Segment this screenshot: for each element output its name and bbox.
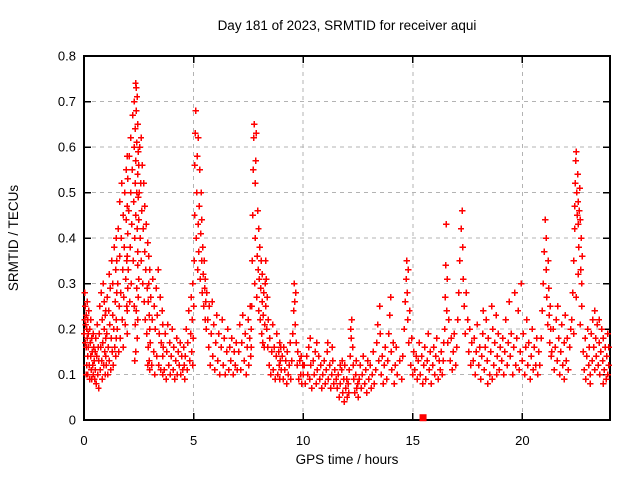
y-tick-label: 0.6 xyxy=(58,140,76,155)
y-tick-label: 0.8 xyxy=(58,49,76,64)
x-tick-label: 10 xyxy=(296,433,310,448)
y-tick-label: 0.1 xyxy=(58,367,76,382)
y-tick-label: 0.3 xyxy=(58,276,76,291)
x-tick-label: 5 xyxy=(190,433,197,448)
plot-border xyxy=(83,55,611,421)
y-tick-label: 0.7 xyxy=(58,94,76,109)
outlier-square-point xyxy=(419,414,427,422)
y-tick-label: 0.5 xyxy=(58,185,76,200)
scatter-points-SRMTID xyxy=(81,80,613,405)
x-tick-label: 0 xyxy=(80,433,87,448)
y-tick-label: 0.4 xyxy=(58,231,76,246)
y-tick-label: 0.2 xyxy=(58,322,76,337)
chart-title: Day 181 of 2023, SRMTID for receiver aqu… xyxy=(217,18,477,33)
y-tick-label: 0 xyxy=(69,413,76,428)
x-tick-label: 20 xyxy=(515,433,529,448)
y-axis-label: SRMTID / TECUs xyxy=(6,184,21,292)
x-tick-label: 15 xyxy=(406,433,420,448)
x-axis-label: GPS time / hours xyxy=(295,452,399,467)
